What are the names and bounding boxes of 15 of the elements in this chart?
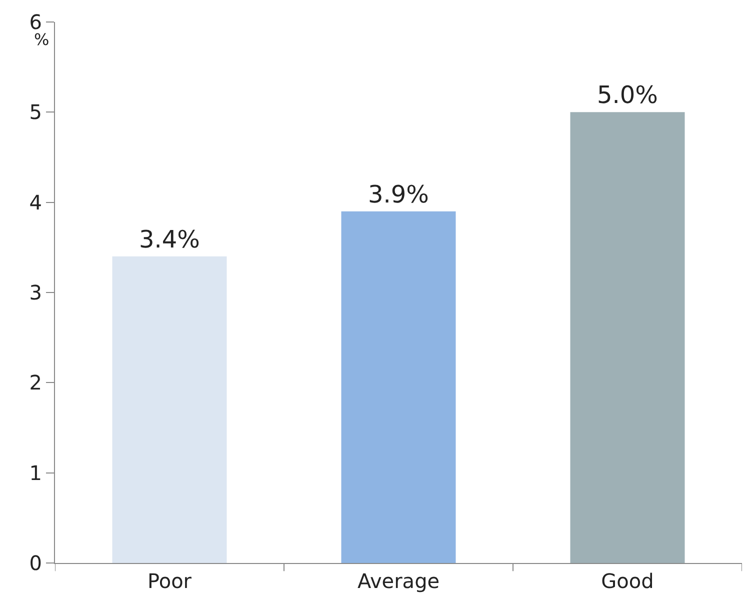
y-tick-label: 2 <box>29 370 42 395</box>
bar <box>112 256 227 563</box>
x-tick-label: Average <box>357 569 440 593</box>
x-tick-label: Poor <box>147 569 192 593</box>
y-tick-label: 0 <box>29 551 42 575</box>
y-tick-label: 1 <box>29 460 42 485</box>
data-label: 3.4% <box>139 225 200 254</box>
data-label: 3.9% <box>368 180 429 208</box>
y-tick-label: 5 <box>29 100 42 124</box>
x-tick-label: Good <box>601 569 654 593</box>
y-tick-label: 3 <box>29 280 42 304</box>
data-label: 5.0% <box>597 81 658 110</box>
bar <box>341 211 456 563</box>
bar <box>570 112 685 563</box>
y-tick-label: 4 <box>29 190 42 214</box>
